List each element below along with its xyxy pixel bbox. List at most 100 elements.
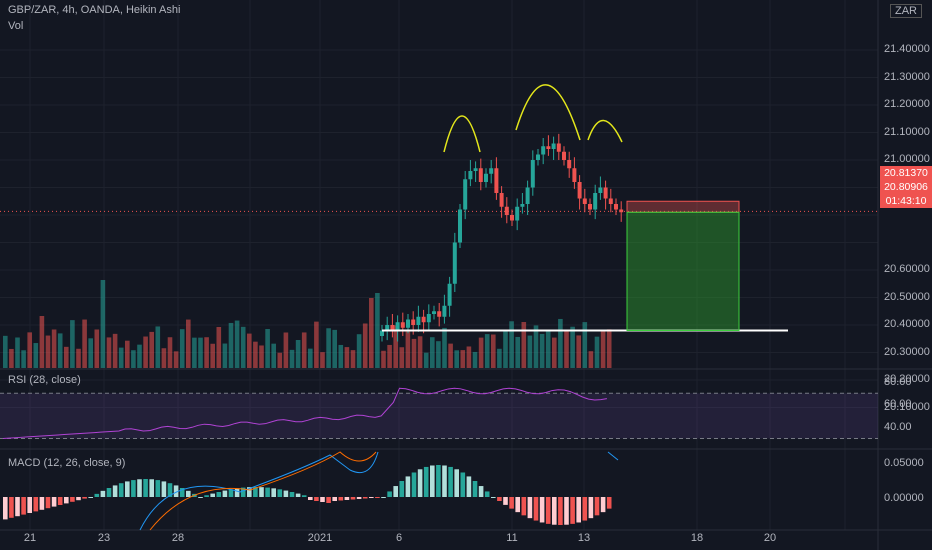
price-axis-label: 20.50000 <box>884 290 930 303</box>
left-shoulder-arc <box>443 115 481 153</box>
volume-bar <box>442 327 447 368</box>
volume-bar <box>332 329 337 368</box>
volume-bar <box>600 329 606 368</box>
volume-bar <box>125 340 130 368</box>
volume-bar <box>289 349 295 368</box>
volume-bar <box>381 350 386 368</box>
volume-bar <box>39 316 45 368</box>
volume-bar <box>448 343 453 368</box>
candle-body <box>603 187 608 199</box>
volume-bar <box>15 337 20 368</box>
macd-histogram-bar <box>564 497 569 525</box>
price-axis-label: 21.20000 <box>884 98 930 110</box>
volume-bar <box>149 331 154 368</box>
candle-body <box>385 325 390 331</box>
x-label-28: 28 <box>171 532 185 544</box>
volume-bar <box>338 344 344 368</box>
macd-histogram-bar <box>509 497 514 509</box>
candle-body <box>577 182 582 199</box>
volume-bar <box>576 335 581 368</box>
candle-body <box>614 204 618 210</box>
volume-bar <box>399 347 405 368</box>
candle-body <box>582 198 587 204</box>
volume-bar <box>45 335 51 368</box>
volume-bar <box>588 351 594 368</box>
volume-bar <box>210 343 215 368</box>
symbol-title: GBP/ZAR, 4h, OANDA, Heikin Ashi <box>8 4 181 16</box>
rsi-axis-40: 40.00 <box>884 421 912 433</box>
volume-bar <box>582 322 588 368</box>
macd-label: MACD (12, 26, close, 9) <box>8 457 126 469</box>
macd-histogram-bar <box>582 497 588 521</box>
macd-histogram-bar <box>283 490 289 497</box>
volume-bar <box>112 333 118 368</box>
volume-bar <box>100 280 106 368</box>
rsi-band <box>0 393 878 439</box>
volume-bar <box>454 350 459 368</box>
candle-body <box>421 316 426 323</box>
volume-bar <box>27 332 32 368</box>
candle-body <box>468 171 473 180</box>
volume-bar <box>271 343 276 368</box>
macd-histogram-bar <box>125 481 130 497</box>
volume-bar <box>570 326 575 368</box>
macd-histogram-bar <box>179 488 185 497</box>
rsi-axis-80: 80.00 <box>884 376 912 388</box>
macd-histogram-bar <box>436 465 441 497</box>
volume-bar <box>118 347 124 368</box>
volume-bar <box>533 325 539 368</box>
volume-bar <box>362 323 368 368</box>
volume-bar <box>460 350 466 368</box>
volume-bar <box>3 335 8 368</box>
volume-bar <box>527 335 533 368</box>
currency-badge[interactable]: ZAR <box>890 4 922 18</box>
x-label-6: 6 <box>395 532 403 544</box>
volume-bar <box>259 345 264 368</box>
volume-bar <box>314 321 319 368</box>
macd-histogram-bar <box>64 497 69 504</box>
last-price-tag: 20.80906 <box>880 180 932 194</box>
macd-histogram-bar <box>82 497 87 499</box>
macd-histogram-bar <box>186 490 191 497</box>
candle-body <box>541 146 546 155</box>
candle-body <box>556 143 561 152</box>
price-axis-label: 20.30000 <box>884 345 930 358</box>
volume-bar <box>167 337 173 368</box>
candle-body <box>390 325 395 331</box>
macd-histogram-bar <box>491 497 496 498</box>
stop-price-tag: 20.81370 <box>880 166 932 180</box>
volume-bar <box>466 346 472 368</box>
macd-histogram-bar <box>131 480 136 497</box>
candle-body <box>442 305 447 317</box>
candle-body <box>567 160 572 169</box>
x-label-23: 23 <box>97 532 111 544</box>
macd-histogram-bar <box>369 497 374 498</box>
x-label-18: 18 <box>690 532 704 544</box>
macd-histogram-bar <box>45 497 51 509</box>
volume-bar <box>283 332 289 368</box>
macd-histogram-bar <box>600 497 606 513</box>
price-axis-label: 21.10000 <box>884 125 930 138</box>
macd-histogram-bar <box>216 492 222 497</box>
macd-histogram-bar <box>344 497 350 500</box>
candle-body <box>510 215 514 221</box>
volume-bar <box>106 337 112 368</box>
candle-body <box>416 316 421 325</box>
macd-histogram-bar <box>381 497 386 498</box>
volume-bar <box>521 321 527 368</box>
macd-histogram-bar <box>277 489 283 497</box>
macd-histogram-bar <box>332 497 337 501</box>
volume-bar <box>430 337 435 368</box>
macd-histogram-bar <box>155 480 161 497</box>
volume-bar <box>179 329 185 368</box>
candle-body <box>520 204 525 207</box>
macd-histogram-bar <box>118 483 124 497</box>
volume-bar <box>70 320 75 368</box>
macd-histogram-bar <box>521 497 527 516</box>
macd-histogram-bar <box>558 497 563 525</box>
rsi-line <box>2 387 607 439</box>
macd-histogram-bar <box>271 488 276 497</box>
x-label-13: 13 <box>577 532 591 544</box>
volume-bar <box>76 348 81 368</box>
